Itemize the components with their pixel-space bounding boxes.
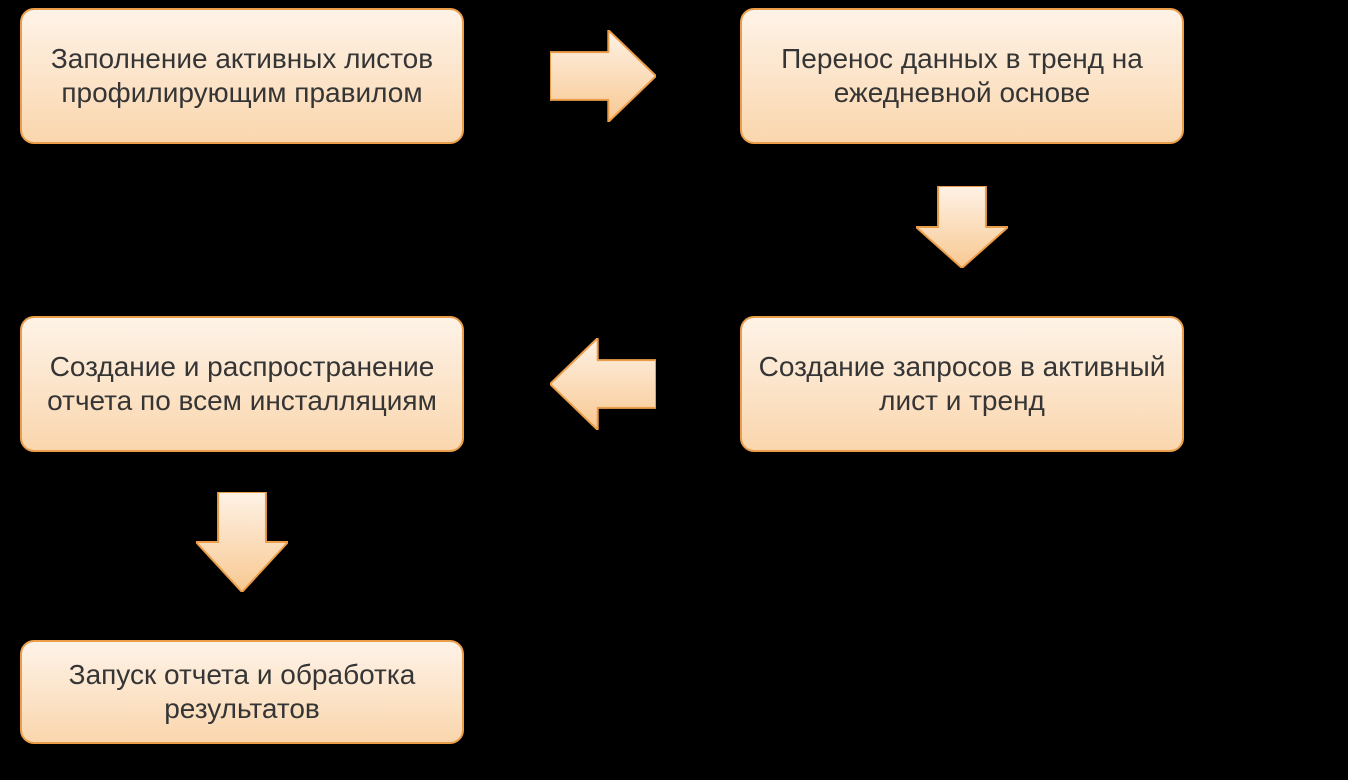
flow-node-n2: Перенос данных в тренд на ежедневной осн… [740,8,1184,144]
flow-node-n5: Запуск отчета и обработка результатов [20,640,464,744]
flow-node-label: Заполнение активных листов профилирующим… [38,42,446,109]
flow-node-n3: Создание запросов в активный лист и трен… [740,316,1184,452]
flow-node-n1: Заполнение активных листов профилирующим… [20,8,464,144]
flow-node-label: Перенос данных в тренд на ежедневной осн… [758,42,1166,109]
flow-node-label: Запуск отчета и обработка результатов [38,658,446,725]
flow-arrow-left-icon [550,338,656,430]
flow-arrow-down-icon [196,492,288,592]
flow-node-label: Создание запросов в активный лист и трен… [758,350,1166,417]
flow-arrow-right-icon [550,30,656,122]
flow-node-n4: Создание и распространение отчета по все… [20,316,464,452]
flow-arrow-down-icon [916,186,1008,268]
flow-node-label: Создание и распространение отчета по все… [38,350,446,417]
